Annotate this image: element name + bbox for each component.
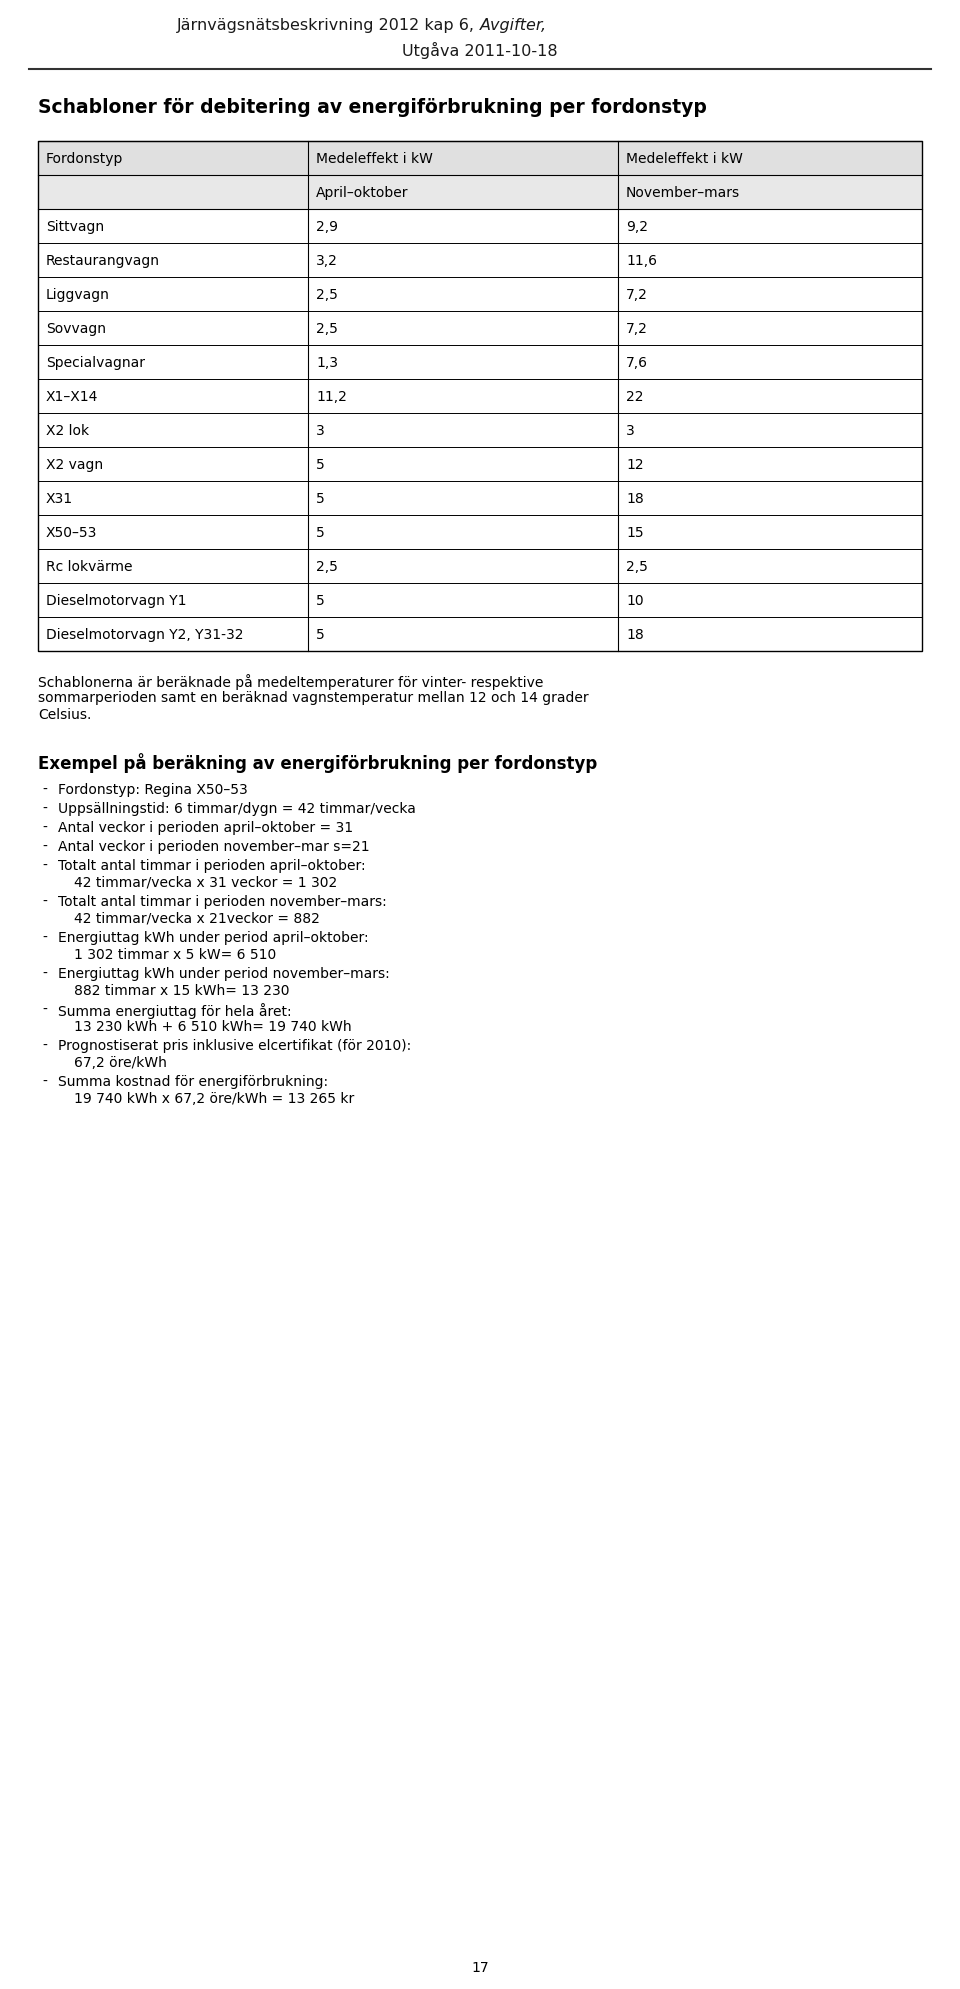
Text: 9,2: 9,2: [626, 221, 648, 235]
Text: Antal veckor i perioden november–mar s=21: Antal veckor i perioden november–mar s=2…: [58, 839, 370, 853]
Text: 1 302 timmar x 5 kW= 6 510: 1 302 timmar x 5 kW= 6 510: [74, 947, 276, 961]
Text: -: -: [42, 895, 47, 909]
Text: 882 timmar x 15 kWh= 13 230: 882 timmar x 15 kWh= 13 230: [74, 983, 290, 998]
Text: November–mars: November–mars: [626, 185, 740, 201]
Text: 7,6: 7,6: [626, 356, 648, 370]
Text: Medeleffekt i kW: Medeleffekt i kW: [626, 151, 743, 165]
Text: 1,3: 1,3: [316, 356, 338, 370]
Text: Totalt antal timmar i perioden november–mars:: Totalt antal timmar i perioden november–…: [58, 895, 387, 909]
Text: Avgifter,: Avgifter,: [480, 18, 547, 34]
Text: 11,6: 11,6: [626, 255, 657, 269]
Text: 13 230 kWh + 6 510 kWh= 19 740 kWh: 13 230 kWh + 6 510 kWh= 19 740 kWh: [74, 1020, 351, 1034]
Text: 2,5: 2,5: [626, 559, 648, 573]
Text: X50–53: X50–53: [46, 525, 97, 539]
Text: Dieselmotorvagn Y1: Dieselmotorvagn Y1: [46, 593, 186, 609]
Text: Specialvagnar: Specialvagnar: [46, 356, 145, 370]
Bar: [38, 175, 922, 211]
Text: Celsius.: Celsius.: [38, 708, 91, 722]
Text: 15: 15: [626, 525, 643, 539]
Text: Järnvägsnätsbeskrivning 2012 kap 6,: Järnvägsnätsbeskrivning 2012 kap 6,: [177, 18, 480, 34]
Text: 67,2 öre/kWh: 67,2 öre/kWh: [74, 1056, 167, 1070]
Text: 2,5: 2,5: [316, 288, 338, 302]
Text: 5: 5: [316, 457, 324, 471]
Text: Energiuttag kWh under period november–mars:: Energiuttag kWh under period november–ma…: [58, 967, 390, 981]
Text: 2,9: 2,9: [316, 221, 338, 235]
Text: Schablonerna är beräknade på medeltemperaturer för vinter- respektive: Schablonerna är beräknade på medeltemper…: [38, 674, 543, 690]
Text: 5: 5: [316, 525, 324, 539]
Text: 22: 22: [626, 390, 643, 404]
Text: X2 lok: X2 lok: [46, 424, 89, 438]
Text: -: -: [42, 802, 47, 815]
Text: 19 740 kWh x 67,2 öre/kWh = 13 265 kr: 19 740 kWh x 67,2 öre/kWh = 13 265 kr: [74, 1092, 354, 1106]
Text: 18: 18: [626, 491, 644, 505]
Text: -: -: [42, 839, 47, 853]
Text: Sovvagn: Sovvagn: [46, 322, 106, 336]
Text: Sittvagn: Sittvagn: [46, 221, 104, 235]
Text: Restaurangvagn: Restaurangvagn: [46, 255, 160, 269]
Text: 3: 3: [316, 424, 324, 438]
Text: -: -: [42, 782, 47, 798]
Text: Prognostiserat pris inklusive elcertifikat (för 2010):: Prognostiserat pris inklusive elcertifik…: [58, 1038, 411, 1052]
Text: Exempel på beräkning av energiförbrukning per fordonstyp: Exempel på beräkning av energiförbruknin…: [38, 752, 597, 772]
Text: 5: 5: [316, 593, 324, 609]
Text: Summa energiuttag för hela året:: Summa energiuttag för hela året:: [58, 1002, 292, 1018]
Text: Schabloner för debitering av energiförbrukning per fordonstyp: Schabloner för debitering av energiförbr…: [38, 97, 707, 117]
Text: 7,2: 7,2: [626, 288, 648, 302]
Text: Energiuttag kWh under period april–oktober:: Energiuttag kWh under period april–oktob…: [58, 931, 369, 945]
Text: Medeleffekt i kW: Medeleffekt i kW: [316, 151, 433, 165]
Text: 17: 17: [471, 1959, 489, 1973]
Text: Totalt antal timmar i perioden april–oktober:: Totalt antal timmar i perioden april–okt…: [58, 859, 366, 873]
Text: -: -: [42, 1038, 47, 1052]
Text: 18: 18: [626, 629, 644, 642]
Text: X1–X14: X1–X14: [46, 390, 98, 404]
Text: X2 vagn: X2 vagn: [46, 457, 103, 471]
Text: 2,5: 2,5: [316, 559, 338, 573]
Text: April–oktober: April–oktober: [316, 185, 409, 201]
Text: 3,2: 3,2: [316, 255, 338, 269]
Text: -: -: [42, 931, 47, 945]
Text: Fordonstyp: Fordonstyp: [46, 151, 124, 165]
Text: 3: 3: [626, 424, 635, 438]
Text: 11,2: 11,2: [316, 390, 347, 404]
Text: 12: 12: [626, 457, 643, 471]
Text: -: -: [42, 1074, 47, 1088]
Text: Liggvagn: Liggvagn: [46, 288, 109, 302]
Text: 2,5: 2,5: [316, 322, 338, 336]
Bar: [38, 141, 922, 175]
Text: Uppsällningstid: 6 timmar/dygn = 42 timmar/vecka: Uppsällningstid: 6 timmar/dygn = 42 timm…: [58, 802, 416, 815]
Text: 42 timmar/vecka x 21veckor = 882: 42 timmar/vecka x 21veckor = 882: [74, 911, 320, 925]
Bar: [38, 141, 922, 652]
Text: -: -: [42, 859, 47, 873]
Text: sommarperioden samt en beräknad vagnstemperatur mellan 12 och 14 grader: sommarperioden samt en beräknad vagnstem…: [38, 690, 588, 704]
Text: -: -: [42, 967, 47, 981]
Text: Utgåva 2011-10-18: Utgåva 2011-10-18: [402, 42, 558, 58]
Text: Summa kostnad för energiförbrukning:: Summa kostnad för energiförbrukning:: [58, 1074, 328, 1088]
Text: 10: 10: [626, 593, 643, 609]
Text: X31: X31: [46, 491, 73, 505]
Text: Fordonstyp: Regina X50–53: Fordonstyp: Regina X50–53: [58, 782, 248, 798]
Text: Dieselmotorvagn Y2, Y31-32: Dieselmotorvagn Y2, Y31-32: [46, 629, 244, 642]
Text: 7,2: 7,2: [626, 322, 648, 336]
Text: 5: 5: [316, 491, 324, 505]
Text: Rc lokvärme: Rc lokvärme: [46, 559, 132, 573]
Text: -: -: [42, 821, 47, 835]
Text: 5: 5: [316, 629, 324, 642]
Text: -: -: [42, 1002, 47, 1016]
Text: Antal veckor i perioden april–oktober = 31: Antal veckor i perioden april–oktober = …: [58, 821, 353, 835]
Text: 42 timmar/vecka x 31 veckor = 1 302: 42 timmar/vecka x 31 veckor = 1 302: [74, 875, 337, 889]
